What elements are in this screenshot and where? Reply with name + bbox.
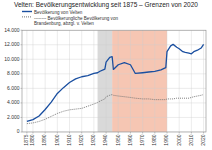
grid-line-x (93, 30, 94, 132)
x-tick-label: 1890 (41, 134, 47, 145)
x-tick-label: 1960 (127, 134, 133, 145)
x-tick (32, 132, 33, 134)
x-tick (130, 132, 131, 134)
legend-label-line: -------- Bevölkerungliche Bevölkerung vo… (34, 16, 118, 21)
legend-swatch (22, 11, 32, 12)
legend-label: -------- Bevölkerungliche Bevölkerung vo… (34, 16, 118, 26)
y-tick (21, 88, 23, 89)
x-tick (142, 132, 143, 134)
y-tick-label: 0 (17, 128, 20, 134)
grid-line-x (32, 30, 33, 132)
grid-line-y (22, 117, 206, 118)
y-tick-label: 4.000 (7, 99, 20, 105)
x-tick-label: 1880 (29, 134, 35, 145)
x-tick (69, 132, 70, 134)
y-tick (21, 117, 23, 118)
plot-area (22, 30, 206, 132)
x-tick-label: 1970 (139, 134, 145, 145)
y-tick (21, 73, 23, 74)
legend-label-line: Brandenburg, abzgl. v. Velten (34, 21, 94, 26)
x-tick-label: 2020 (200, 134, 206, 145)
legend-swatch (22, 16, 32, 17)
y-tick (21, 59, 23, 60)
x-tick (57, 132, 58, 134)
x-tick-label: 1900 (54, 134, 60, 145)
legend-label-line: Bevölkerung von Velten (34, 10, 83, 15)
x-tick (26, 132, 27, 134)
grid-line-x (167, 30, 168, 132)
y-tick (21, 132, 23, 133)
y-tick-label: 10.000 (4, 56, 20, 62)
y-tick-label: 12.000 (4, 41, 20, 47)
x-tick (106, 132, 107, 134)
x-tick (81, 132, 82, 134)
y-tick (21, 102, 23, 103)
x-tick (118, 132, 119, 134)
x-tick (203, 132, 204, 134)
grid-line-x (130, 30, 131, 132)
legend-item: Bevölkerung von Velten (22, 10, 83, 15)
x-tick-label: 1910 (66, 134, 72, 145)
x-tick-label: 1940 (102, 134, 108, 145)
x-tick (167, 132, 168, 134)
grid-line-y (22, 59, 206, 60)
grid-line-x (81, 30, 82, 132)
y-tick-label: 14.000 (4, 27, 20, 33)
x-tick-label: 2010 (188, 134, 194, 145)
grid-line-x (191, 30, 192, 132)
x-tick (191, 132, 192, 134)
y-tick-label: 8.000 (7, 70, 20, 76)
x-tick-label: 1980 (151, 134, 157, 145)
grid-line-x (57, 30, 58, 132)
grid-line-x (142, 30, 143, 132)
x-tick (93, 132, 94, 134)
x-tick (179, 132, 180, 134)
grid-line-x (154, 30, 155, 132)
shaded-range (112, 30, 167, 132)
plot-background (22, 30, 206, 132)
x-tick (154, 132, 155, 134)
x-tick-label: 2000 (176, 134, 182, 145)
y-tick (21, 30, 23, 31)
y-tick (21, 44, 23, 45)
series-line (27, 44, 204, 121)
x-tick-label: 1920 (78, 134, 84, 145)
grid-line-x (106, 30, 107, 132)
grid-line-x (179, 30, 180, 132)
y-tick-label: 6.000 (7, 85, 20, 91)
shaded-range (98, 30, 113, 132)
chart: Velten: Bevölkerungsentwicklung seit 187… (0, 0, 212, 150)
x-tick-label: 1990 (163, 134, 169, 145)
x-tick-label: 1930 (90, 134, 96, 145)
x-tick-label: 1950 (115, 134, 121, 145)
plot-frame (22, 30, 206, 132)
grid-line-x (45, 30, 46, 132)
grid-line-y (22, 44, 206, 45)
grid-line-x (26, 30, 27, 132)
grid-line-y (22, 73, 206, 74)
x-tick-label: 1875 (23, 134, 29, 145)
title: Velten: Bevölkerungsentwicklung seit 187… (14, 1, 198, 9)
grid-line-x (69, 30, 70, 132)
grid-line-y (22, 88, 206, 89)
legend: Bevölkerung von Velten-------- Bevölkeru… (22, 10, 118, 26)
grid-line-x (118, 30, 119, 132)
legend-label: Bevölkerung von Velten (34, 10, 83, 15)
legend-item: -------- Bevölkerungliche Bevölkerung vo… (22, 16, 118, 26)
y-tick-label: 2.000 (7, 114, 20, 120)
x-tick (45, 132, 46, 134)
